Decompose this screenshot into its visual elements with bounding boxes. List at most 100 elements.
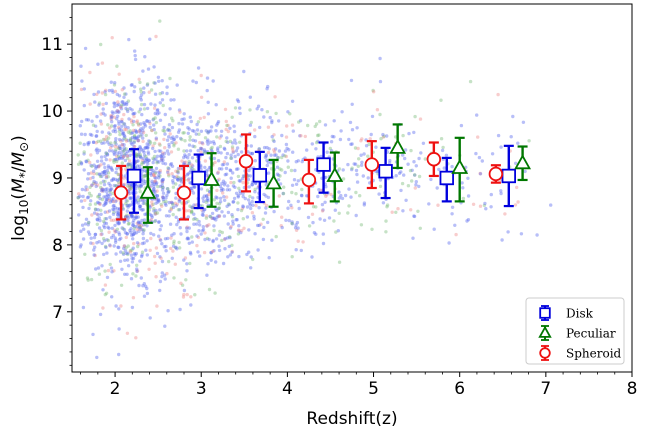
scatter-point-disk <box>117 211 121 216</box>
scatter-point-disk <box>199 232 203 236</box>
scatter-point-disk <box>274 153 278 157</box>
scatter-point-disk <box>483 201 487 206</box>
scatter-point-disk <box>96 213 100 217</box>
scatter-point-disk <box>102 225 107 230</box>
scatter-point-disk <box>139 93 144 97</box>
scatter-point-disk <box>137 229 141 233</box>
scatter-point-peculiar <box>158 143 162 147</box>
scatter-point-spheroid <box>290 123 295 127</box>
scatter-point-disk <box>91 332 95 337</box>
scatter-point-disk <box>339 193 343 198</box>
scatter-point-disk <box>253 190 257 194</box>
scatter-point-disk <box>131 256 136 261</box>
scatter-point-disk <box>265 163 269 168</box>
scatter-point-disk <box>124 251 128 256</box>
scatter-point-disk <box>132 252 137 256</box>
scatter-point-disk <box>177 199 181 204</box>
scatter-point-disk <box>100 171 105 175</box>
scatter-point-peculiar <box>115 159 119 164</box>
scatter-point-spheroid <box>131 128 136 133</box>
scatter-point-disk <box>168 128 172 133</box>
marker-circle <box>301 172 317 188</box>
scatter-point-disk <box>217 214 222 218</box>
scatter-point-disk <box>108 243 112 247</box>
scatter-point-disk <box>116 222 120 226</box>
scatter-point-disk <box>255 107 259 111</box>
scatter-point-peculiar <box>385 203 390 207</box>
scatter-point-disk <box>413 173 417 177</box>
scatter-point-peculiar <box>122 152 127 157</box>
scatter-point-disk <box>113 127 117 132</box>
scatter-point-disk <box>209 129 213 133</box>
scatter-point-disk <box>192 222 196 226</box>
scatter-point-disk <box>174 245 178 249</box>
scatter-point-disk <box>189 303 193 307</box>
scatter-point-disk <box>104 217 109 221</box>
scatter-point-disk <box>182 117 186 121</box>
scatter-point-disk <box>196 250 200 254</box>
scatter-point-spheroid <box>123 215 128 219</box>
scatter-point-disk <box>126 109 130 114</box>
scatter-point-disk <box>120 226 124 230</box>
scatter-point-disk <box>234 141 238 145</box>
scatter-point-peculiar <box>356 164 360 168</box>
scatter-point-spheroid <box>182 292 186 297</box>
scatter-point-peculiar <box>132 226 137 230</box>
scatter-point-disk <box>368 181 372 185</box>
scatter-point-peculiar <box>384 219 388 223</box>
scatter-point-spheroid <box>236 228 241 232</box>
scatter-point-disk <box>113 124 117 128</box>
scatter-point-disk <box>137 153 141 157</box>
scatter-point-disk <box>155 181 159 185</box>
scatter-point-disk <box>131 130 135 134</box>
scatter-point-peculiar <box>410 179 414 183</box>
scatter-point-disk <box>80 79 84 83</box>
scatter-point-disk <box>148 205 152 209</box>
scatter-point-disk <box>132 119 136 124</box>
scatter-point-disk <box>117 245 121 250</box>
scatter-point-disk <box>136 221 141 225</box>
scatter-point-disk <box>359 153 363 157</box>
scatter-point-disk <box>128 196 133 201</box>
scatter-point-disk <box>153 149 157 154</box>
scatter-point-peculiar <box>98 174 103 179</box>
scatter-point-disk <box>188 181 192 185</box>
scatter-point-spheroid <box>117 172 121 177</box>
scatter-point-spheroid <box>141 130 146 135</box>
scatter-point-spheroid <box>119 105 123 110</box>
scatter-point-peculiar <box>109 124 114 128</box>
scatter-point-disk <box>135 269 139 273</box>
scatter-point-peculiar <box>150 128 154 132</box>
scatter-point-disk <box>119 236 123 240</box>
scatter-point-peculiar <box>217 206 221 211</box>
scatter-point-spheroid <box>154 275 158 279</box>
scatter-point-disk <box>206 131 210 135</box>
scatter-point-disk <box>317 188 321 192</box>
scatter-point-disk <box>137 184 141 188</box>
scatter-point-disk <box>147 142 151 147</box>
scatter-point-peculiar <box>182 149 186 153</box>
scatter-point-disk <box>187 241 191 245</box>
scatter-point-disk <box>138 107 143 111</box>
scatter-point-disk <box>161 185 165 190</box>
scatter-point-disk <box>453 223 457 227</box>
scatter-point-spheroid <box>92 172 96 176</box>
scatter-point-disk <box>158 288 162 293</box>
scatter-point-disk <box>224 172 229 176</box>
scatter-point-disk <box>96 90 101 94</box>
scatter-point-peculiar <box>346 211 350 215</box>
scatter-point-disk <box>100 232 104 236</box>
scatter-point-spheroid <box>178 167 183 171</box>
scatter-point-disk <box>205 193 209 198</box>
scatter-point-disk <box>102 224 106 228</box>
scatter-point-disk <box>141 232 145 236</box>
scatter-point-spheroid <box>272 133 276 137</box>
scatter-point-spheroid <box>372 90 376 94</box>
scatter-point-disk <box>186 237 191 241</box>
scatter-point-disk <box>214 207 218 211</box>
scatter-point-disk <box>189 119 193 124</box>
scatter-point-disk <box>195 128 200 132</box>
scatter-point-peculiar <box>184 278 188 282</box>
scatter-point-peculiar <box>162 199 166 204</box>
scatter-point-disk <box>361 174 365 178</box>
